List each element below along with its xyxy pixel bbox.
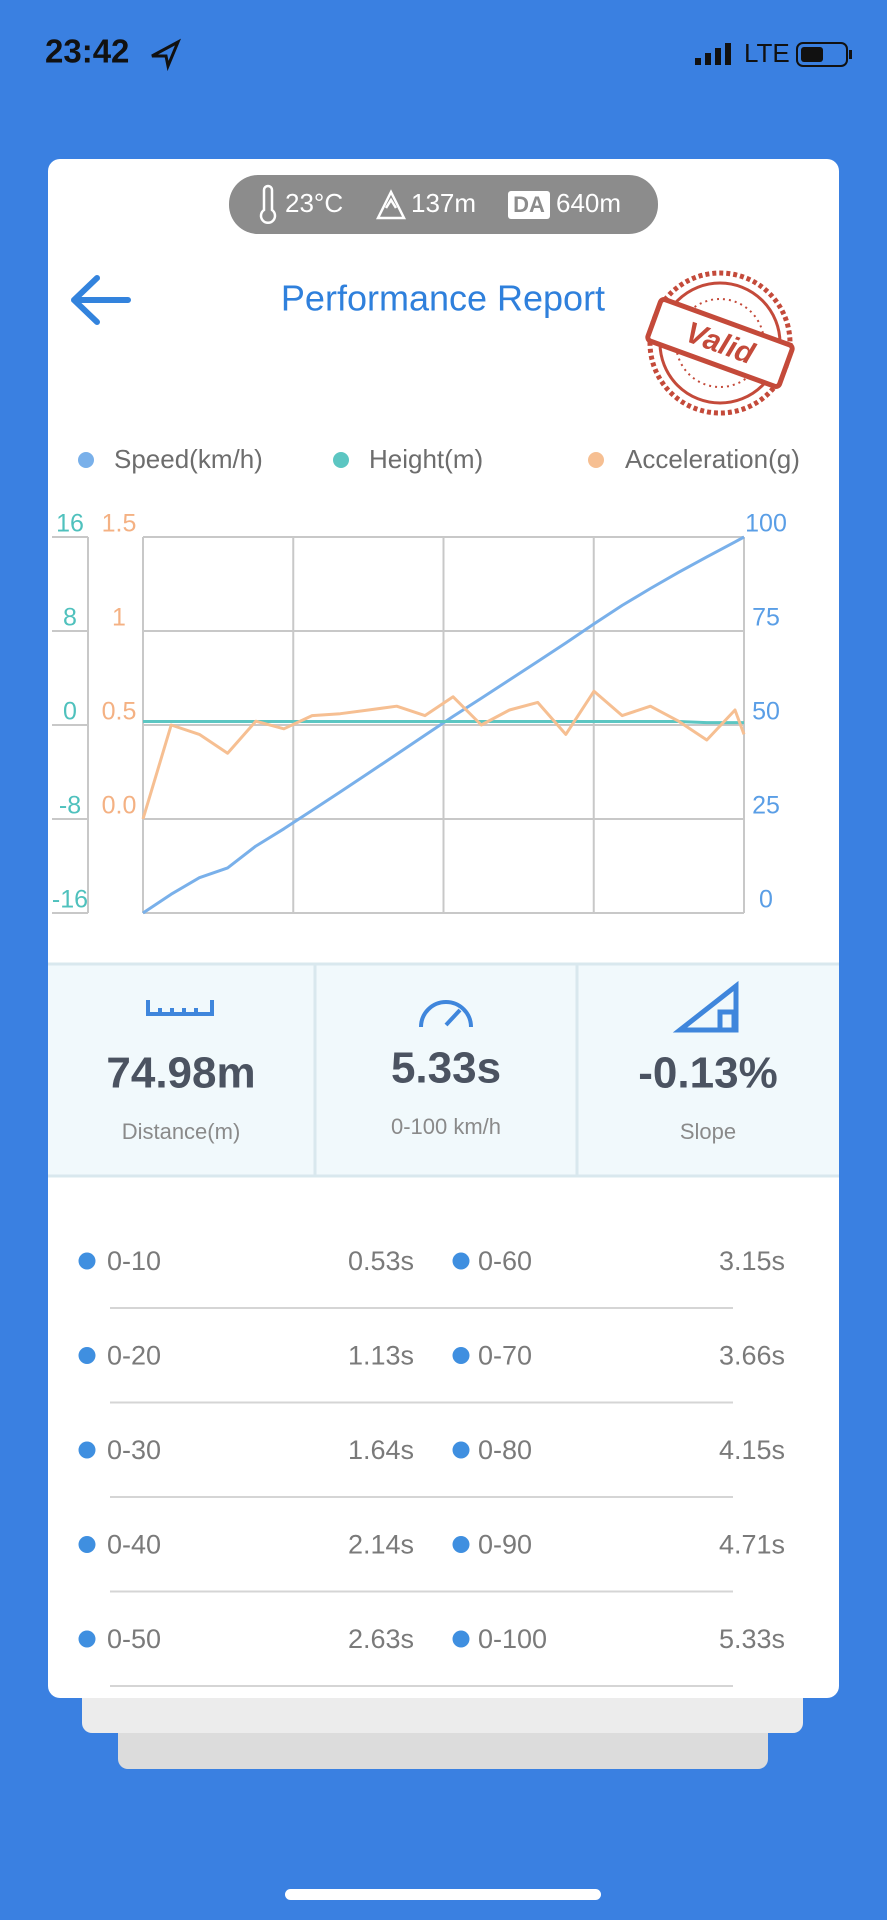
split-dot: [452, 1536, 470, 1553]
split-range: 0-50: [107, 1624, 161, 1654]
density-altitude: 640m: [556, 188, 621, 218]
altitude: 137m: [411, 188, 476, 218]
split-range: 0-40: [107, 1530, 161, 1560]
y-tick-label: 75: [752, 604, 780, 632]
thermometer-icon: [259, 184, 277, 224]
y-tick-label: -8: [59, 792, 81, 820]
location-icon: [151, 38, 182, 72]
split-time: 2.63s: [348, 1624, 414, 1654]
y-tick-label: 0: [63, 698, 77, 726]
stat-label: Distance(m): [122, 1119, 241, 1144]
stat-value: 5.33s: [391, 1044, 501, 1093]
network-label: LTE: [744, 38, 790, 68]
y-tick-label: -16: [52, 886, 88, 914]
series-line: [142, 535, 745, 915]
stat-value: -0.13%: [638, 1049, 777, 1098]
y-tick-label: 16: [56, 510, 84, 538]
split-time: 3.66s: [719, 1341, 785, 1371]
split-time: 4.15s: [719, 1435, 785, 1465]
splits: 0-10 0.53s 0-60 3.15s 0-20 1.13s 0-70 3.66s 0-30…: [78, 1246, 785, 1687]
legend-label: Acceleration(g): [625, 444, 800, 474]
battery-tip: [849, 50, 852, 59]
page-title: Performance Report: [281, 278, 605, 319]
split-dot: [452, 1347, 470, 1364]
stat-label: 0-100 km/h: [391, 1114, 501, 1139]
split-range: 0-70: [478, 1341, 532, 1371]
speedometer-icon: [419, 1000, 473, 1028]
y-tick-label: 8: [63, 604, 77, 632]
split-time: 3.15s: [719, 1246, 785, 1276]
stats-panel: [48, 964, 839, 1176]
y-tick-label: 1.5: [102, 510, 137, 538]
home-indicator: [285, 1889, 601, 1900]
stats: 74.98m Distance(m) 5.33s 0-100 km/h -0.13% Sl…: [106, 1044, 777, 1144]
conditions-pill: [229, 175, 658, 234]
split-range: 0-30: [107, 1435, 161, 1465]
altitude-icon: [375, 189, 407, 220]
y-tick-label: 25: [752, 792, 780, 820]
split-range: 0-90: [478, 1530, 532, 1560]
chart: Speed(km/h) Height(m) Acceleration(g) -16 -8…: [52, 444, 800, 915]
slope-icon: [672, 980, 739, 1033]
split-time: 2.14s: [348, 1530, 414, 1560]
y-tick-label: 0.5: [102, 698, 137, 726]
legend-label: Height(m): [369, 444, 483, 474]
split-dot: [452, 1441, 470, 1459]
split-dot: [78, 1441, 96, 1459]
split-dot: [452, 1630, 470, 1648]
legend-marker: [333, 452, 349, 468]
split-time: 0.53s: [348, 1246, 414, 1276]
da-label: DA: [513, 192, 545, 217]
split-range: 0-20: [107, 1341, 161, 1371]
split-dot: [78, 1347, 96, 1364]
temperature: 23°C: [285, 188, 343, 218]
y-tick-label: 1: [112, 604, 126, 632]
legend-marker: [588, 452, 604, 468]
split-range: 0-80: [478, 1435, 532, 1465]
clock: 23:42: [45, 33, 129, 70]
split-range: 0-100: [478, 1624, 547, 1654]
battery-icon: [796, 42, 848, 67]
back-button[interactable]: [71, 275, 131, 325]
y-tick-label: 0: [759, 886, 773, 914]
split-range: 0-60: [478, 1246, 532, 1276]
split-dot: [452, 1252, 470, 1270]
legend-marker: [78, 452, 94, 468]
da-badge: [508, 191, 550, 219]
distance-icon: [146, 1000, 214, 1016]
battery-level: [801, 47, 823, 62]
split-dot: [78, 1630, 96, 1648]
split-time: 1.13s: [348, 1341, 414, 1371]
stat-value: 74.98m: [106, 1049, 255, 1098]
series-line: [143, 720, 744, 725]
signal-icon: [695, 43, 731, 65]
stat-label: Slope: [680, 1119, 736, 1144]
y-tick-label: 50: [752, 698, 780, 726]
y-tick-label: 0.0: [102, 792, 137, 820]
legend-label: Speed(km/h): [114, 444, 263, 474]
split-range: 0-10: [107, 1246, 161, 1276]
split-time: 5.33s: [719, 1624, 785, 1654]
split-dot: [78, 1252, 96, 1270]
report-card: [48, 159, 839, 1698]
split-dot: [78, 1536, 96, 1553]
split-time: 4.71s: [719, 1530, 785, 1560]
split-time: 1.64s: [348, 1435, 414, 1465]
y-tick-label: 100: [745, 510, 787, 538]
series-line: [141, 689, 746, 820]
